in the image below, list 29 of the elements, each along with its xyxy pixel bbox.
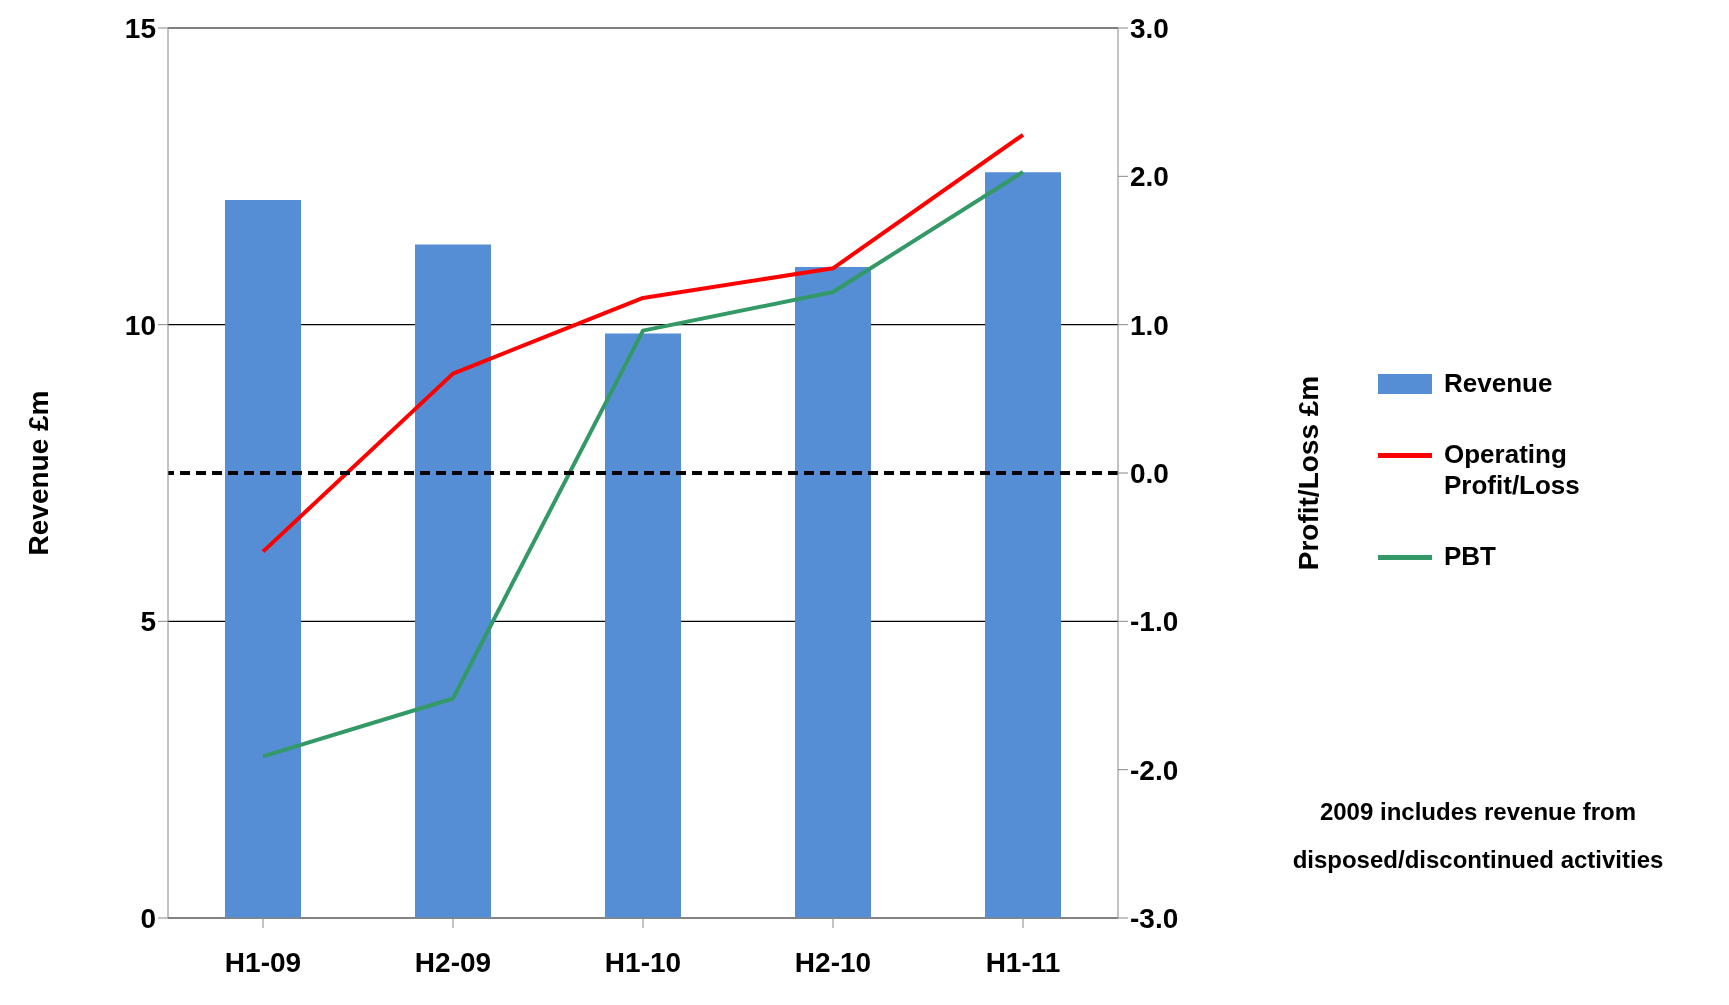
legend-label: Revenue [1444,368,1554,399]
x-tick-label: H2-09 [414,946,492,978]
bar [415,244,491,918]
text: 2009 includes revenue from disposed/discontinued activities [1291,797,1665,875]
y2-axis-title: Profit/Loss £m [1292,375,1324,571]
y2-tick-label: 2.0 [1130,161,1169,193]
y2-tick-label: 3.0 [1130,12,1169,44]
y-axis-title: Revenue £m [22,390,54,556]
line-series [261,169,1025,759]
x-tick-label: H1-11 [985,946,1061,978]
x-tick-label: H2-10 [794,946,872,978]
y2-tick-label: -1.0 [1130,606,1179,638]
x-tick-label: H1-09 [224,946,302,978]
bar [225,200,301,918]
y-tick-label: 10 [124,309,156,341]
y2-tick-label: -2.0 [1130,754,1179,786]
legend-label: Operating Profit/Loss [1444,439,1581,501]
line-series [261,132,1025,554]
y2-tick-label: 0.0 [1130,457,1169,489]
y2-tick-label: -3.0 [1130,902,1179,934]
y-tick-label: 5 [140,606,156,638]
bar [795,267,871,918]
bar [985,172,1061,918]
x-tick-label: H1-10 [604,946,682,978]
bar [605,333,681,918]
y-tick-label: 0 [140,902,156,934]
y-tick-label: 15 [124,12,156,44]
legend-label: PBT [1444,541,1497,572]
y2-tick-label: 1.0 [1130,309,1169,341]
